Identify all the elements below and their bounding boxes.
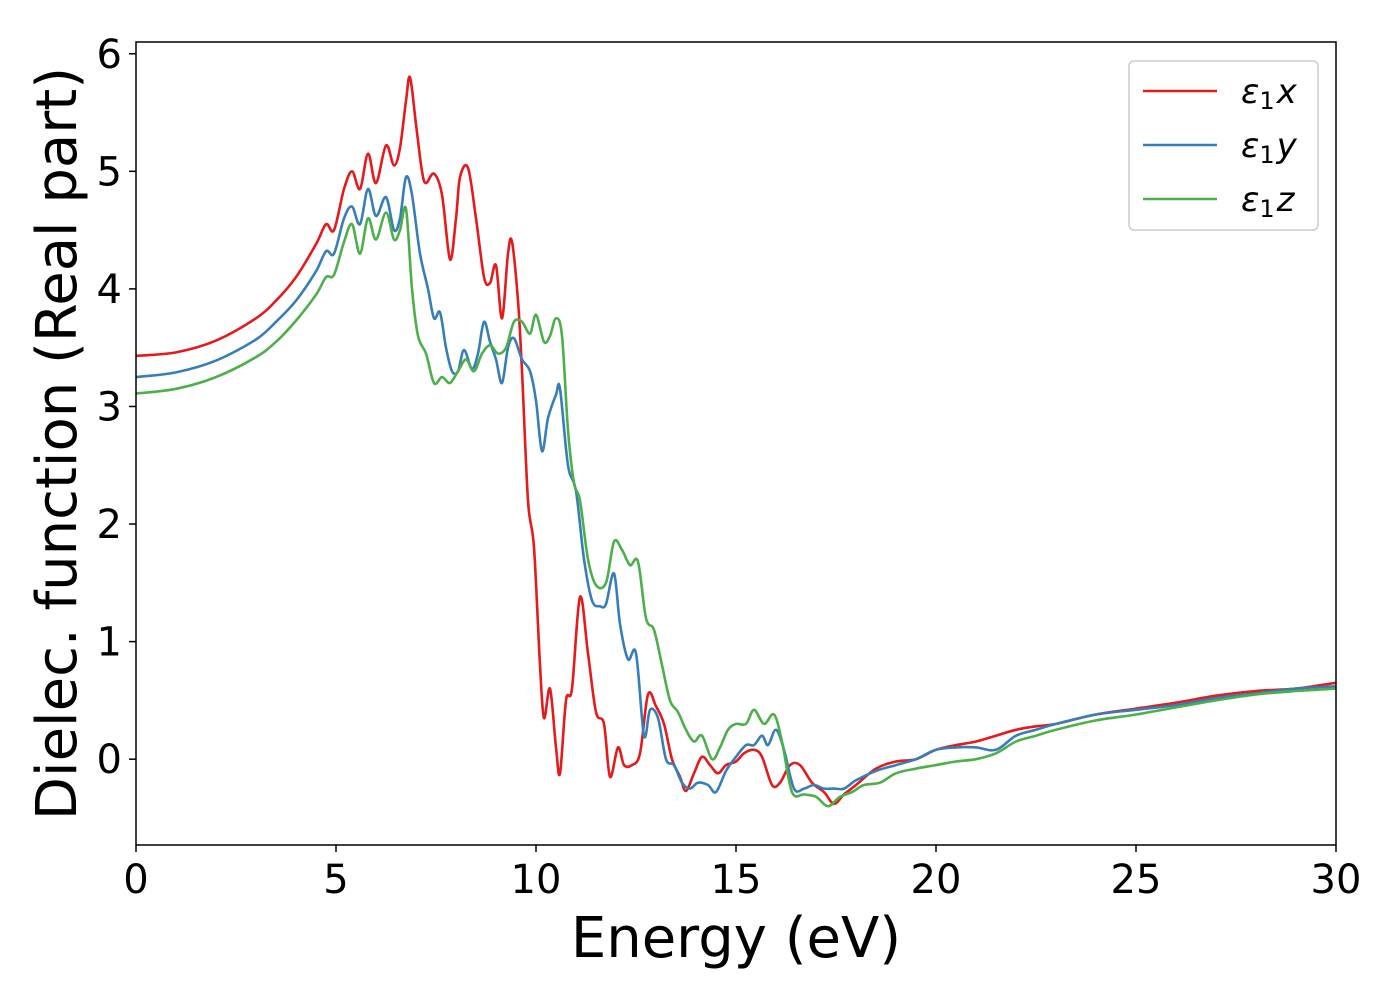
y-axis-title: Dielec. function (Real part) (25, 67, 90, 820)
x-axis: 0 5 10 15 20 25 30 (123, 845, 1361, 903)
plot-series (136, 75, 1336, 808)
y-axis: 0 1 2 3 4 5 6 (97, 32, 136, 783)
y-tick-label: 0 (97, 737, 122, 783)
legend-label: ε1x (1241, 72, 1298, 115)
x-tick-label: 10 (511, 857, 562, 903)
legend-label: ε1y (1241, 126, 1298, 169)
legend-item-z: ε1z (1143, 180, 1296, 223)
x-tick-label: 0 (123, 857, 148, 903)
x-tick-label: 5 (323, 857, 348, 903)
series-line-y (136, 175, 1336, 794)
x-tick-label: 30 (1311, 857, 1362, 903)
y-tick-label: 4 (97, 267, 122, 313)
series-line-z (136, 205, 1336, 808)
x-tick-label: 25 (1111, 857, 1162, 903)
x-axis-title: Energy (eV) (571, 906, 901, 971)
y-tick-label: 6 (97, 32, 122, 78)
series-line-x (136, 75, 1336, 806)
legend-item-y: ε1y (1143, 126, 1298, 169)
x-tick-label: 15 (711, 857, 762, 903)
y-tick-label: 3 (97, 384, 122, 430)
legend: ε1x ε1y ε1z (1128, 60, 1319, 231)
legend-box (1128, 60, 1319, 231)
y-tick-label: 5 (97, 149, 122, 195)
y-tick-label: 2 (97, 502, 122, 548)
legend-label: ε1z (1241, 180, 1296, 223)
y-tick-label: 1 (97, 620, 122, 666)
x-tick-label: 20 (911, 857, 962, 903)
legend-item-x: ε1x (1143, 72, 1298, 115)
